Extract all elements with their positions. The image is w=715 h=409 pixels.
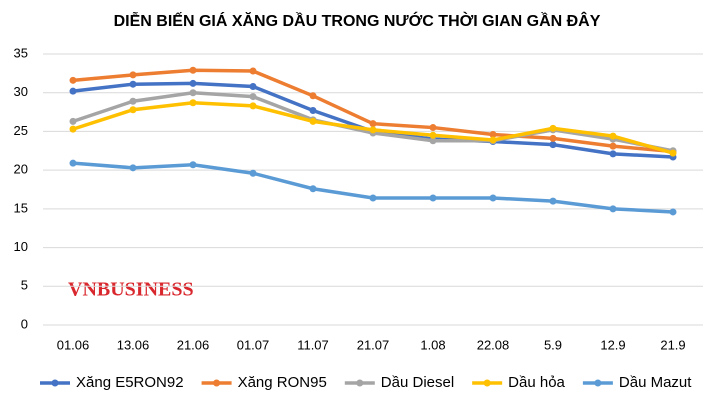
legend-label: Dầu Diesel bbox=[381, 374, 454, 391]
point bbox=[309, 107, 317, 115]
point bbox=[129, 71, 137, 79]
y-tick-label: 30 bbox=[14, 84, 28, 99]
point bbox=[129, 106, 137, 114]
point bbox=[669, 208, 677, 216]
point bbox=[669, 149, 677, 157]
y-tick-label: 25 bbox=[14, 123, 28, 138]
point bbox=[549, 197, 557, 205]
x-tick-label: 01.07 bbox=[237, 337, 270, 352]
point bbox=[309, 185, 317, 193]
point bbox=[369, 194, 377, 202]
y-tick-label: 0 bbox=[21, 316, 28, 331]
x-tick-label: 12.9 bbox=[600, 337, 625, 352]
watermark: VNBUSINESS bbox=[68, 279, 194, 301]
y-tick-label: 20 bbox=[14, 162, 28, 177]
point bbox=[129, 80, 137, 88]
point bbox=[549, 124, 557, 132]
x-tick-label: 22.08 bbox=[477, 337, 510, 352]
point bbox=[489, 131, 497, 139]
point bbox=[549, 134, 557, 142]
point bbox=[249, 83, 257, 91]
y-tick-label: 15 bbox=[14, 200, 28, 215]
legend-label: Xăng E5RON92 bbox=[76, 374, 184, 391]
chart-title: DIỄN BIẾN GIÁ XĂNG DẦU TRONG NƯỚC THỜI G… bbox=[114, 11, 601, 30]
point bbox=[129, 97, 137, 105]
x-tick-label: 13.06 bbox=[117, 337, 150, 352]
x-tick-label: 1.08 bbox=[420, 337, 445, 352]
point bbox=[369, 120, 377, 128]
point bbox=[489, 194, 497, 202]
legend-marker bbox=[51, 379, 59, 387]
legend-label: Xăng RON95 bbox=[238, 374, 327, 391]
point bbox=[69, 87, 77, 95]
x-tick-label: 21.9 bbox=[660, 337, 685, 352]
point bbox=[609, 205, 617, 213]
point bbox=[249, 102, 257, 110]
point bbox=[189, 79, 197, 87]
point bbox=[429, 124, 437, 132]
point bbox=[309, 117, 317, 125]
point bbox=[609, 132, 617, 140]
legend-marker bbox=[356, 379, 364, 387]
legend-label: Dầu Mazut bbox=[619, 374, 692, 391]
point bbox=[429, 137, 437, 145]
y-tick-label: 35 bbox=[14, 45, 28, 60]
point bbox=[609, 142, 617, 150]
point bbox=[69, 159, 77, 167]
point bbox=[249, 67, 257, 75]
point bbox=[69, 76, 77, 84]
point bbox=[249, 93, 257, 101]
x-tick-label: 01.06 bbox=[57, 337, 90, 352]
y-tick-label: 10 bbox=[14, 239, 28, 254]
legend-marker bbox=[483, 379, 491, 387]
x-tick-label: 21.07 bbox=[357, 337, 390, 352]
point bbox=[189, 66, 197, 74]
point bbox=[549, 141, 557, 149]
point bbox=[489, 136, 497, 144]
point bbox=[189, 99, 197, 107]
point bbox=[69, 117, 77, 125]
point bbox=[189, 161, 197, 169]
legend-label: Dầu hỏa bbox=[508, 374, 565, 391]
point bbox=[429, 194, 437, 202]
point bbox=[309, 92, 317, 100]
x-tick-label: 21.06 bbox=[177, 337, 210, 352]
legend-marker bbox=[594, 379, 602, 387]
point bbox=[249, 169, 257, 177]
point bbox=[129, 164, 137, 172]
point bbox=[189, 89, 197, 97]
point bbox=[369, 126, 377, 134]
point bbox=[69, 125, 77, 133]
x-tick-label: 11.07 bbox=[297, 337, 329, 352]
legend-marker bbox=[213, 379, 221, 387]
y-tick-label: 5 bbox=[21, 278, 28, 293]
point bbox=[609, 150, 617, 158]
x-tick-label: 5.9 bbox=[544, 337, 562, 352]
point bbox=[429, 131, 437, 139]
